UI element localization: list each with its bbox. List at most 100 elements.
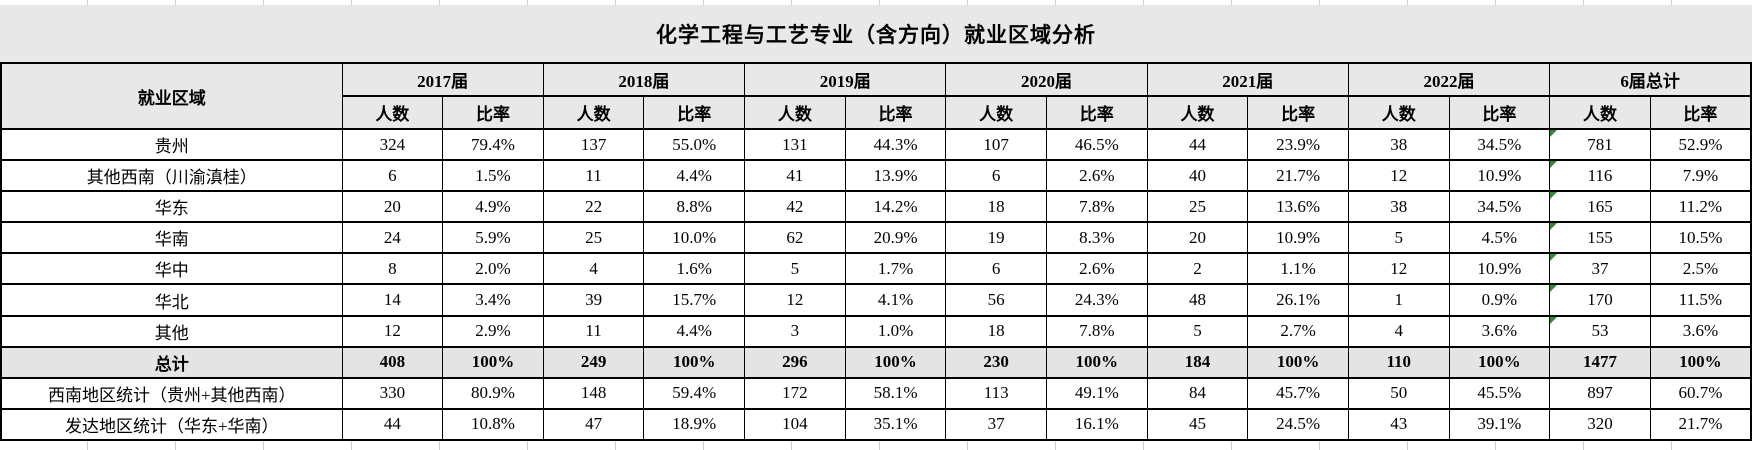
region-cell[interactable]: 总计 <box>0 345 343 379</box>
ratio-cell[interactable]: 4.9% <box>442 190 544 224</box>
ratio-cell[interactable]: 14.2% <box>844 190 947 224</box>
ratio-cell[interactable]: 10.8% <box>442 407 544 442</box>
ratio-cell[interactable]: 46.5% <box>1045 127 1148 162</box>
count-cell[interactable]: 84 <box>1146 376 1249 410</box>
region-cell[interactable]: 华南 <box>0 221 343 255</box>
count-cell[interactable]: 230 <box>945 345 1047 379</box>
count-cell[interactable]: 408 <box>341 345 444 379</box>
ratio-cell[interactable]: 10.5% <box>1649 221 1752 255</box>
count-cell[interactable]: 8 <box>341 252 444 286</box>
ratio-cell[interactable]: 24.5% <box>1247 407 1349 442</box>
count-header[interactable]: 人数 <box>542 95 645 130</box>
count-cell[interactable]: 320 <box>1549 407 1651 442</box>
ratio-cell[interactable]: 4.4% <box>643 314 746 348</box>
region-cell[interactable]: 其他 <box>0 314 343 348</box>
ratio-cell[interactable]: 16.1% <box>1045 407 1148 442</box>
count-cell[interactable]: 2 <box>1146 252 1249 286</box>
count-cell[interactable]: 47 <box>542 407 645 442</box>
ratio-cell[interactable]: 100% <box>1649 345 1752 379</box>
ratio-cell[interactable]: 2.0% <box>442 252 544 286</box>
count-cell[interactable]: 170 <box>1549 283 1651 317</box>
ratio-cell[interactable]: 7.8% <box>1045 314 1148 348</box>
count-cell[interactable]: 50 <box>1347 376 1450 410</box>
ratio-cell[interactable]: 8.8% <box>643 190 746 224</box>
count-cell[interactable]: 5 <box>1347 221 1450 255</box>
ratio-cell[interactable]: 3.4% <box>442 283 544 317</box>
count-header[interactable]: 人数 <box>1347 95 1450 130</box>
ratio-cell[interactable]: 21.7% <box>1247 159 1349 193</box>
year-header-2020[interactable]: 2020届 <box>945 62 1148 97</box>
count-cell[interactable]: 43 <box>1347 407 1450 442</box>
count-cell[interactable]: 12 <box>341 314 444 348</box>
count-cell[interactable]: 42 <box>744 190 846 224</box>
ratio-cell[interactable]: 1.6% <box>643 252 746 286</box>
ratio-cell[interactable]: 21.7% <box>1649 407 1752 442</box>
ratio-cell[interactable]: 100% <box>643 345 746 379</box>
ratio-cell[interactable]: 26.1% <box>1247 283 1349 317</box>
ratio-cell[interactable]: 2.6% <box>1045 159 1148 193</box>
count-cell[interactable]: 48 <box>1146 283 1249 317</box>
ratio-cell[interactable]: 7.8% <box>1045 190 1148 224</box>
ratio-cell[interactable]: 10.9% <box>1247 221 1349 255</box>
count-header[interactable]: 人数 <box>744 95 846 130</box>
count-cell[interactable]: 249 <box>542 345 645 379</box>
count-cell[interactable]: 4 <box>1347 314 1450 348</box>
count-cell[interactable]: 5 <box>744 252 846 286</box>
count-cell[interactable]: 6 <box>945 159 1047 193</box>
year-header-2017[interactable]: 2017届 <box>341 62 544 97</box>
count-cell[interactable]: 5 <box>1146 314 1249 348</box>
ratio-cell[interactable]: 10.9% <box>1448 252 1551 286</box>
ratio-cell[interactable]: 100% <box>844 345 947 379</box>
ratio-header[interactable]: 比率 <box>1649 95 1752 130</box>
count-cell[interactable]: 20 <box>341 190 444 224</box>
count-cell[interactable]: 11 <box>542 159 645 193</box>
region-cell[interactable]: 西南地区统计（贵州+其他西南） <box>0 376 343 410</box>
count-cell[interactable]: 18 <box>945 314 1047 348</box>
count-cell[interactable]: 110 <box>1347 345 1450 379</box>
count-cell[interactable]: 53 <box>1549 314 1651 348</box>
ratio-cell[interactable]: 44.3% <box>844 127 947 162</box>
region-cell[interactable]: 发达地区统计（华东+华南） <box>0 407 343 442</box>
ratio-cell[interactable]: 100% <box>442 345 544 379</box>
ratio-cell[interactable]: 2.7% <box>1247 314 1349 348</box>
ratio-cell[interactable]: 15.7% <box>643 283 746 317</box>
count-cell[interactable]: 324 <box>341 127 444 162</box>
ratio-cell[interactable]: 1.7% <box>844 252 947 286</box>
count-cell[interactable]: 148 <box>542 376 645 410</box>
ratio-cell[interactable]: 1.0% <box>844 314 947 348</box>
count-cell[interactable]: 897 <box>1549 376 1651 410</box>
ratio-cell[interactable]: 5.9% <box>442 221 544 255</box>
ratio-cell[interactable]: 100% <box>1247 345 1349 379</box>
ratio-cell[interactable]: 2.9% <box>442 314 544 348</box>
ratio-cell[interactable]: 100% <box>1045 345 1148 379</box>
ratio-cell[interactable]: 18.9% <box>643 407 746 442</box>
ratio-cell[interactable]: 34.5% <box>1448 127 1551 162</box>
count-cell[interactable]: 116 <box>1549 159 1651 193</box>
ratio-cell[interactable]: 100% <box>1448 345 1551 379</box>
ratio-cell[interactable]: 7.9% <box>1649 159 1752 193</box>
count-cell[interactable]: 12 <box>744 283 846 317</box>
count-cell[interactable]: 12 <box>1347 252 1450 286</box>
ratio-header[interactable]: 比率 <box>442 95 544 130</box>
ratio-cell[interactable]: 60.7% <box>1649 376 1752 410</box>
count-cell[interactable]: 781 <box>1549 127 1651 162</box>
ratio-cell[interactable]: 45.5% <box>1448 376 1551 410</box>
ratio-header[interactable]: 比率 <box>643 95 746 130</box>
count-cell[interactable]: 1 <box>1347 283 1450 317</box>
ratio-cell[interactable]: 52.9% <box>1649 127 1752 162</box>
ratio-cell[interactable]: 45.7% <box>1247 376 1349 410</box>
count-cell[interactable]: 6 <box>945 252 1047 286</box>
region-cell[interactable]: 华北 <box>0 283 343 317</box>
count-cell[interactable]: 25 <box>1146 190 1249 224</box>
year-header-2019[interactable]: 2019届 <box>744 62 947 97</box>
count-header[interactable]: 人数 <box>341 95 444 130</box>
ratio-cell[interactable]: 8.3% <box>1045 221 1148 255</box>
count-header[interactable]: 人数 <box>945 95 1047 130</box>
region-cell[interactable]: 其他西南（川渝滇桂） <box>0 159 343 193</box>
count-cell[interactable]: 113 <box>945 376 1047 410</box>
ratio-cell[interactable]: 79.4% <box>442 127 544 162</box>
year-header-2022[interactable]: 2022届 <box>1347 62 1551 97</box>
count-cell[interactable]: 155 <box>1549 221 1651 255</box>
ratio-cell[interactable]: 13.6% <box>1247 190 1349 224</box>
count-cell[interactable]: 18 <box>945 190 1047 224</box>
